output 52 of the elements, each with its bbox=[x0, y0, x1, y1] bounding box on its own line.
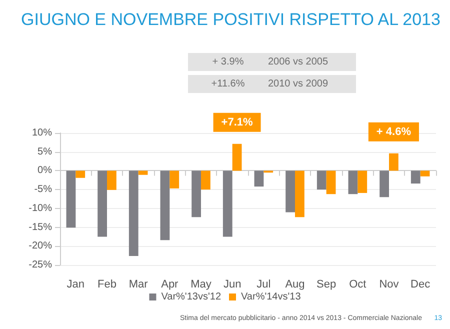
text: + 3.9% bbox=[212, 56, 244, 68]
chart-title: GIUGNO E NOVEMBRE POSITIVI RISPETTO AL 2013 bbox=[21, 10, 440, 29]
bar bbox=[98, 170, 107, 237]
bar bbox=[107, 170, 116, 190]
data-label: +7.1% bbox=[221, 116, 253, 128]
text: 2006 vs 2005 bbox=[268, 56, 328, 68]
bar bbox=[295, 170, 304, 218]
bar bbox=[254, 170, 264, 187]
x-tick-label: Jun bbox=[223, 278, 242, 290]
bar bbox=[232, 144, 242, 171]
legend-label: Var%'13vs'12 bbox=[161, 292, 222, 302]
y-tick-label: -15% bbox=[28, 222, 52, 233]
bar bbox=[222, 170, 232, 237]
data-label: + 4.6% bbox=[376, 126, 412, 138]
bar bbox=[348, 170, 358, 194]
bar bbox=[192, 170, 201, 218]
bar bbox=[201, 170, 210, 190]
y-tick-label: -20% bbox=[28, 240, 52, 252]
text: +11.6% bbox=[211, 78, 245, 90]
bar bbox=[76, 170, 86, 178]
y-tick-label: -5% bbox=[34, 184, 52, 196]
bar bbox=[66, 170, 76, 228]
y-tick-label: -10% bbox=[28, 202, 52, 214]
x-tick-label: Apr bbox=[161, 278, 179, 290]
x-tick-label: Dec bbox=[410, 278, 431, 290]
bar bbox=[380, 170, 389, 198]
bar bbox=[358, 170, 368, 193]
bar bbox=[389, 153, 398, 171]
text: 2010 vs 2009 bbox=[268, 78, 328, 90]
legend-label: Var%'14vs'13 bbox=[241, 292, 302, 302]
bar bbox=[170, 170, 180, 188]
x-tick-label: Feb bbox=[98, 278, 116, 290]
y-tick-label: 0% bbox=[38, 165, 52, 176]
y-tick-label: 5% bbox=[38, 146, 52, 158]
x-tick-label: May bbox=[190, 278, 212, 290]
y-tick-label: -25% bbox=[28, 260, 52, 270]
x-tick-label: Jul bbox=[256, 278, 271, 290]
bar bbox=[420, 170, 430, 176]
x-tick-label: Nov bbox=[379, 278, 400, 290]
bar bbox=[286, 170, 295, 212]
x-tick-label: Oct bbox=[349, 278, 366, 290]
bar bbox=[326, 170, 336, 194]
x-tick-label: Jan bbox=[66, 278, 85, 290]
bar bbox=[160, 170, 170, 240]
bar bbox=[128, 170, 138, 256]
y-tick-label: 10% bbox=[32, 128, 52, 138]
x-tick-label: Sep bbox=[316, 278, 336, 290]
x-tick-label: Aug bbox=[285, 278, 305, 290]
x-tick-label: Mar bbox=[128, 278, 148, 290]
bar bbox=[316, 170, 326, 190]
bar bbox=[138, 170, 148, 175]
bar bbox=[410, 170, 420, 184]
